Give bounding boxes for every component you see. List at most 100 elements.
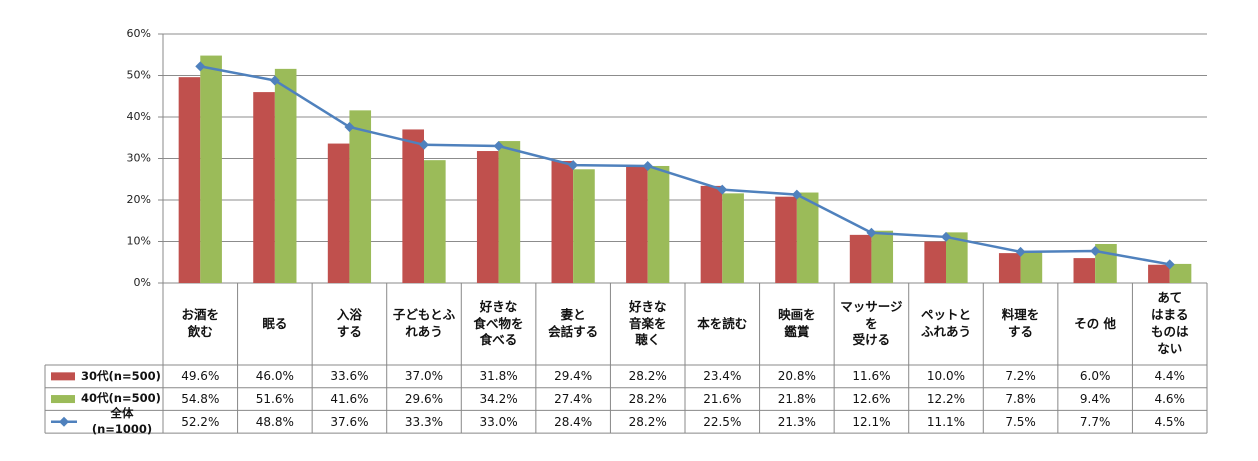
- x-tick-label: あて はまる ものは ない: [1150, 290, 1189, 356]
- data-label: 12.2%: [926, 391, 966, 406]
- bar: [178, 77, 201, 283]
- legend-key: [51, 372, 75, 381]
- data-label: 28.2%: [628, 414, 667, 429]
- legend-key: [51, 395, 75, 404]
- bar: [1073, 258, 1096, 283]
- x-tick-label: マッサージ を 受ける: [840, 298, 903, 348]
- x-tick-label: 好きな 音楽を 聴く: [628, 298, 667, 348]
- data-label: 27.4%: [554, 391, 593, 406]
- data-label: 46.0%: [255, 369, 294, 384]
- data-label: 4.6%: [1154, 391, 1185, 406]
- data-label: 21.8%: [777, 391, 816, 406]
- data-label: 4.5%: [1154, 414, 1185, 429]
- y-tick-label: 0%: [134, 276, 151, 289]
- x-tick-label: 本を読む: [697, 315, 748, 331]
- data-label: 29.4%: [554, 369, 593, 384]
- x-tick-label: その 他: [1074, 315, 1117, 331]
- line-marker: [941, 231, 951, 242]
- x-tick-label: 入浴 する: [336, 307, 362, 339]
- data-label: 12.1%: [852, 414, 891, 429]
- data-label: 37.0%: [404, 369, 444, 384]
- x-tick-label: お酒を 飲む: [181, 307, 220, 339]
- data-label: 28.2%: [628, 369, 667, 384]
- line-marker: [642, 160, 653, 171]
- x-tick-label: 眠る: [262, 315, 288, 331]
- bar: [1169, 263, 1192, 283]
- data-label: 11.1%: [926, 414, 966, 429]
- line-marker: [269, 75, 280, 86]
- legend-label: 全体(n=1000): [91, 406, 153, 436]
- data-label: 33.6%: [330, 369, 369, 384]
- y-tick-label: 60%: [127, 27, 151, 40]
- line-marker: [1164, 259, 1175, 270]
- legend-label: 30代(n=500): [81, 368, 161, 383]
- line-marker: [568, 160, 579, 171]
- bar: [924, 241, 946, 283]
- bar: [551, 160, 574, 283]
- bar: [700, 185, 723, 283]
- data-label: 6.0%: [1079, 369, 1111, 384]
- bar: [626, 165, 648, 283]
- data-label: 12.6%: [852, 391, 891, 406]
- line-marker: [1015, 246, 1026, 257]
- line-marker: [1090, 246, 1101, 257]
- bar: [1148, 264, 1170, 283]
- bar: [349, 110, 372, 283]
- bar: [498, 141, 521, 283]
- bar: [796, 192, 819, 283]
- line-marker: [195, 61, 206, 72]
- data-label: 11.6%: [852, 369, 891, 384]
- x-tick-label: 妻と 会話する: [548, 307, 599, 339]
- bar: [775, 196, 797, 283]
- data-label: 49.6%: [181, 369, 220, 384]
- x-tick-label: 好きな 食べ物を 食べる: [473, 298, 524, 348]
- bar: [946, 232, 968, 283]
- data-label: 10.0%: [926, 369, 966, 384]
- x-tick-label: ペットと ふれあう: [920, 307, 971, 339]
- bar: [476, 151, 499, 283]
- data-label: 48.8%: [255, 414, 294, 429]
- data-label: 21.3%: [777, 414, 816, 429]
- line: [200, 65, 1170, 266]
- data-label: 31.8%: [479, 369, 518, 384]
- data-label: 28.2%: [628, 391, 667, 406]
- legend-key: [59, 416, 69, 427]
- line-marker: [344, 121, 355, 132]
- y-tick-label: 10%: [127, 235, 151, 248]
- y-tick-label: 50%: [127, 69, 151, 82]
- line-marker: [419, 139, 429, 150]
- y-tick-label: 40%: [127, 110, 151, 123]
- data-label: 9.4%: [1079, 391, 1111, 406]
- y-tick-label: 30%: [127, 152, 151, 165]
- bar: [1020, 250, 1043, 283]
- data-label: 51.6%: [255, 391, 294, 406]
- line-marker: [866, 227, 877, 238]
- data-label: 41.6%: [330, 391, 369, 406]
- data-label: 37.6%: [330, 414, 369, 429]
- bar: [424, 160, 446, 283]
- bar: [647, 165, 670, 283]
- bar: [327, 143, 350, 283]
- data-label: 33.0%: [479, 414, 518, 429]
- bar: [722, 193, 744, 283]
- data-label: 7.5%: [1005, 414, 1036, 429]
- data-label: 20.8%: [777, 369, 816, 384]
- data-label: 34.2%: [479, 391, 518, 406]
- bar: [849, 234, 872, 283]
- y-tick-label: 20%: [127, 193, 151, 206]
- data-label: 28.4%: [554, 414, 593, 429]
- legend-label: 40代(n=500): [81, 391, 161, 406]
- x-tick-label: 映画を 鑑賞: [778, 307, 816, 339]
- bar: [253, 92, 275, 283]
- bar: [573, 169, 595, 283]
- data-label: 7.2%: [1005, 369, 1036, 384]
- line-marker: [493, 141, 504, 152]
- bar: [274, 68, 297, 283]
- data-label: 33.3%: [404, 414, 444, 429]
- line-marker: [717, 184, 728, 195]
- data-label: 23.4%: [703, 369, 742, 384]
- data-label: 29.6%: [404, 391, 444, 406]
- bar: [871, 230, 894, 283]
